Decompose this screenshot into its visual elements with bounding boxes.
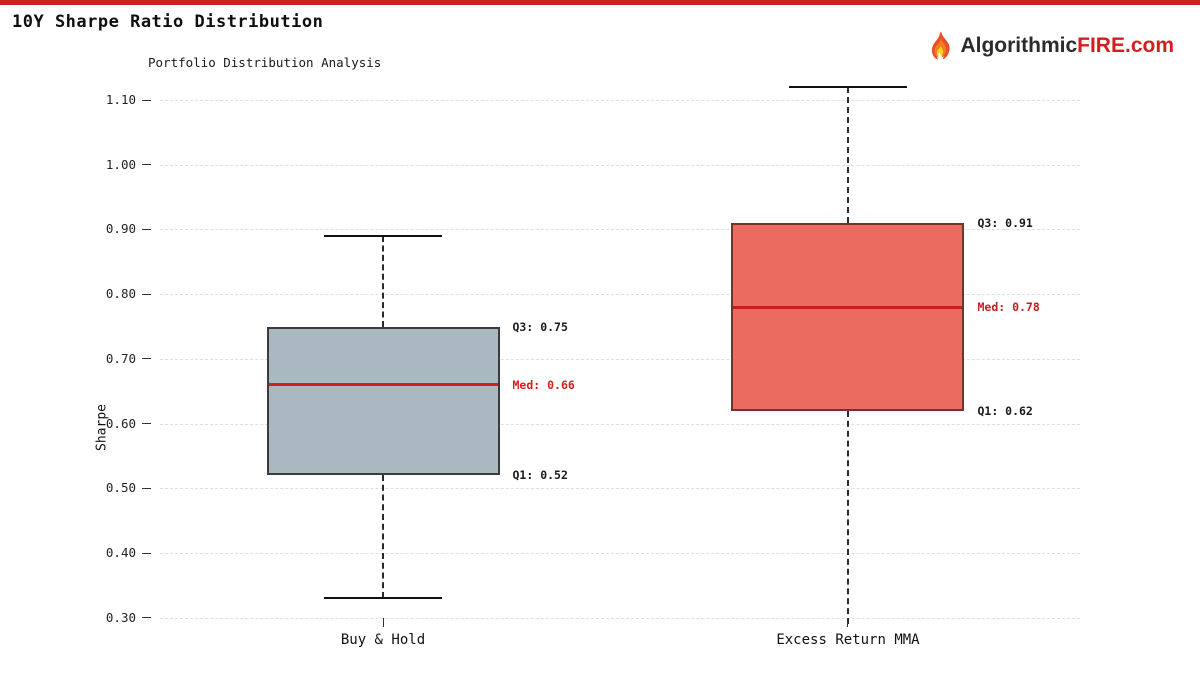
whisker-cap-lower	[324, 597, 442, 600]
y-tick-label: 0.60	[105, 415, 136, 431]
x-category-label: Buy & Hold	[340, 632, 426, 648]
page-title: 10Y Sharpe Ratio Distribution	[12, 12, 324, 32]
gridline	[160, 617, 1080, 619]
box	[266, 326, 500, 476]
gridline	[160, 100, 1080, 102]
whisker-cap-upper	[324, 234, 442, 237]
y-tick-mark	[142, 617, 151, 619]
y-tick-label: 0.50	[105, 480, 136, 496]
y-tick-label: 0.70	[105, 350, 136, 366]
y-tick-label: 0.90	[105, 221, 136, 237]
y-tick-mark	[142, 552, 151, 554]
whisker-cap-upper	[788, 86, 907, 89]
brand-prefix: Algorithmic	[960, 34, 1078, 57]
gridline	[160, 358, 1080, 360]
y-tick-mark	[142, 358, 151, 360]
median-line	[733, 305, 963, 309]
brand-logo[interactable]: AlgorithmicFIRE.com	[926, 30, 1174, 62]
annotation-q3: Q3: 0.91	[977, 216, 1033, 230]
box	[731, 223, 965, 411]
brand-tld: .com	[1124, 34, 1174, 57]
y-tick-mark	[142, 228, 151, 230]
boxplot-chart: Sharpe Q3: 0.75 Med: 0.66 Q1: 0.52 Buy & Ho…	[0, 80, 1200, 660]
brand-text: AlgorithmicFIRE.com	[960, 34, 1174, 58]
whisker-upper	[846, 87, 849, 223]
chart-subtitle: Portfolio Distribution Analysis	[148, 55, 382, 70]
x-tick-mark	[382, 618, 384, 627]
gridline	[160, 423, 1080, 425]
top-accent-bar	[0, 0, 1200, 5]
y-tick-label: 1.10	[105, 92, 136, 108]
x-category-label: Excess Return MMA	[776, 632, 920, 648]
annotation-q1: Q1: 0.62	[977, 403, 1033, 418]
median-line	[268, 383, 498, 387]
annotation-median: Med: 0.78	[977, 300, 1040, 315]
annotation-q1: Q1: 0.52	[512, 468, 568, 483]
gridline	[160, 229, 1080, 231]
gridline	[160, 553, 1080, 555]
flame-icon	[926, 30, 956, 62]
y-tick-label: 0.80	[105, 286, 136, 302]
y-tick-mark	[142, 423, 151, 425]
gridline	[160, 294, 1080, 296]
whisker-upper	[382, 235, 384, 327]
annotation-q3: Q3: 0.75	[512, 319, 568, 334]
plot-area: Q3: 0.75 Med: 0.66 Q1: 0.52 Buy & Hold Q3: 0…	[160, 80, 1080, 648]
y-tick-mark	[142, 487, 151, 489]
gridline	[160, 488, 1080, 490]
brand-fire: FIRE	[1077, 34, 1125, 57]
gridline	[160, 164, 1080, 166]
y-tick-mark	[142, 99, 151, 101]
y-tick-label: 0.40	[105, 545, 136, 561]
y-tick-label: 0.30	[105, 609, 136, 625]
whisker-lower	[382, 475, 384, 599]
x-tick-mark	[847, 618, 849, 627]
y-tick-mark	[142, 293, 151, 295]
y-tick-label: 1.00	[105, 156, 136, 172]
y-tick-mark	[142, 164, 151, 166]
annotation-median: Med: 0.66	[512, 377, 575, 392]
whisker-lower	[846, 410, 849, 625]
